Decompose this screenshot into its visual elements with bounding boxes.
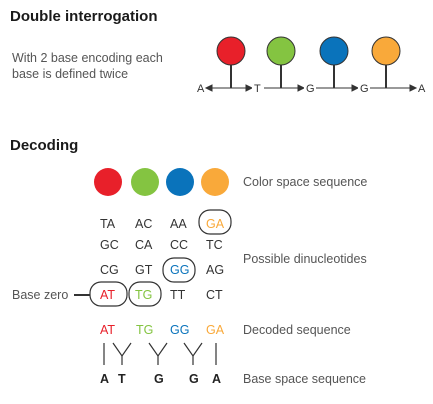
arrowhead-2: [297, 84, 306, 92]
connector-y1: [112, 342, 132, 358]
axis-base-2: G: [306, 83, 315, 95]
arrowhead-left: [204, 84, 213, 92]
decode-circle-orange: [201, 168, 229, 196]
top-color-circles: [216, 36, 401, 88]
arrowhead-3: [351, 84, 360, 92]
description-line-1: With 2 base encoding each: [12, 51, 163, 65]
decode-circle-red: [94, 168, 122, 196]
dinuc-r1-c2: CC: [170, 238, 188, 252]
section-title-decoding: Decoding: [10, 137, 78, 154]
highlight-box-ga: [198, 209, 232, 235]
dinuc-r2-c0: CG: [100, 263, 119, 277]
base-space-4: A: [212, 372, 221, 386]
base-space-label: Base space sequence: [243, 372, 366, 386]
axis-gap-3: [358, 82, 370, 94]
color-circle-red: [216, 36, 246, 66]
base-space-1: T: [118, 372, 126, 386]
dinuc-r3-c0: AT: [100, 288, 115, 302]
base-space-3: G: [189, 372, 199, 386]
decoding-connectors: [103, 342, 217, 365]
dinuc-r2-c3: AG: [206, 263, 224, 277]
decoded-3: GA: [206, 323, 225, 337]
arrowhead-1: [245, 84, 254, 92]
decoded-2: GG: [170, 323, 189, 337]
arrowhead-right: [409, 84, 418, 92]
decoded-0: AT: [100, 323, 115, 337]
dinuc-r3-c3: CT: [206, 288, 223, 302]
dinuc-r3-c1: TG: [135, 288, 152, 302]
dinuc-r2-c1: GT: [135, 263, 153, 277]
dinuc-r0-c3: GA: [206, 217, 225, 231]
possible-dinucleotides-label: Possible dinucleotides: [243, 252, 367, 266]
connector-y2: [148, 342, 168, 358]
axis-gap-2: [304, 82, 316, 94]
dinucleotide-grid: TA AC AA GA GC CA CC TC CG GT GG AG AT T…: [89, 209, 232, 307]
base-space-2: G: [154, 372, 164, 386]
highlight-box-gg: [162, 257, 196, 283]
decode-circle-green: [131, 168, 159, 196]
base-space-sequence: A T G G A: [100, 372, 221, 386]
axis-base-4: A: [418, 83, 426, 95]
decoded-sequence: AT TG GG GA: [100, 323, 225, 337]
color-space-label: Color space sequence: [243, 175, 367, 189]
highlight-box-tg: [128, 281, 162, 307]
dinuc-r0-c0: TA: [100, 217, 116, 231]
color-circle-blue: [319, 36, 349, 66]
dinuc-r0-c2: AA: [170, 217, 187, 231]
section-title-double-interrogation: Double interrogation: [10, 8, 158, 25]
decode-circle-blue: [166, 168, 194, 196]
axis-base-0: A: [197, 83, 205, 95]
dinuc-r1-c3: TC: [206, 238, 223, 252]
color-circle-green: [266, 36, 296, 66]
base-space-0: A: [100, 372, 109, 386]
connector-y3: [183, 342, 203, 358]
dinuc-r1-c0: GC: [100, 238, 119, 252]
dinuc-r1-c1: CA: [135, 238, 153, 252]
decoding-color-circles: [94, 168, 229, 196]
color-circle-orange: [371, 36, 401, 66]
base-zero-label: Base zero: [12, 288, 68, 302]
decoded-1: TG: [136, 323, 153, 337]
dinuc-r3-c2: TT: [170, 288, 186, 302]
description-line-2: base is defined twice: [12, 67, 128, 81]
axis-gap-1: [252, 82, 264, 94]
dinuc-r0-c1: AC: [135, 217, 152, 231]
axis-base-3: G: [360, 83, 369, 95]
decoded-sequence-label: Decoded sequence: [243, 323, 351, 337]
axis-base-1: T: [254, 83, 261, 95]
dinuc-r2-c2: GG: [170, 263, 189, 277]
